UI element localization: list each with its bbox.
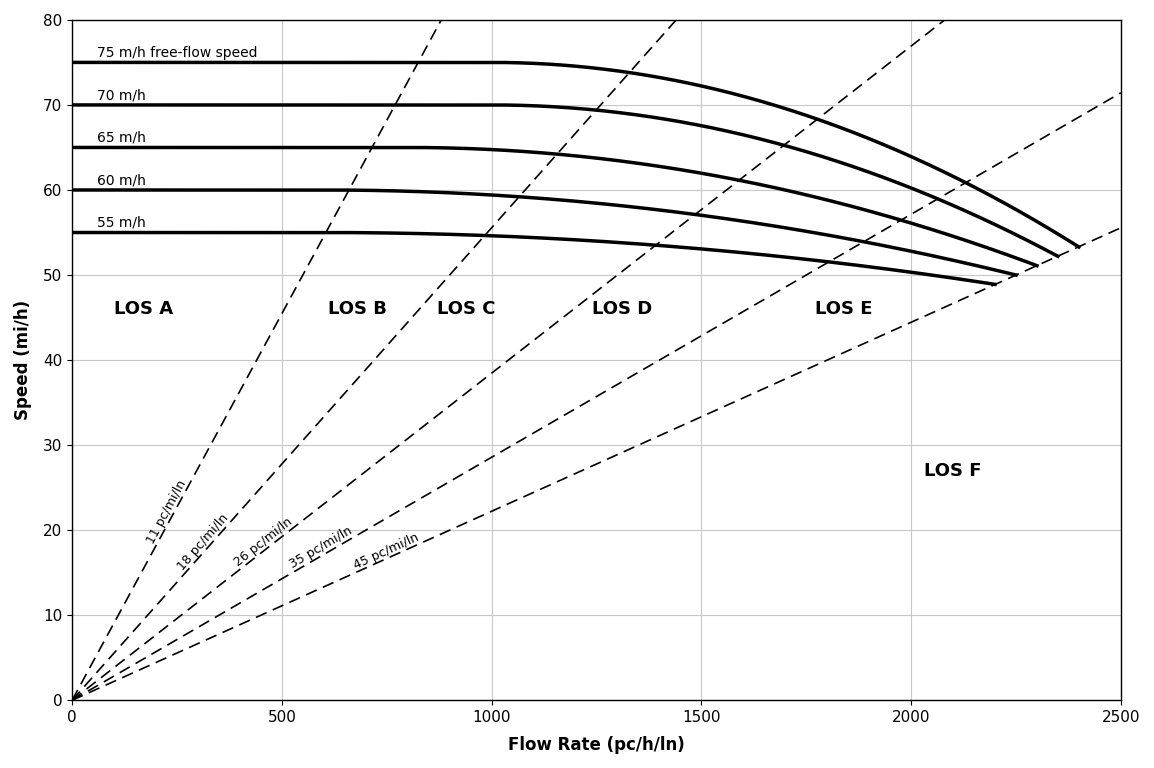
Text: 45 pc/mi/ln: 45 pc/mi/ln	[352, 531, 421, 571]
Text: LOS C: LOS C	[437, 300, 496, 318]
Text: 70 m/h: 70 m/h	[97, 88, 147, 102]
Text: 55 m/h: 55 m/h	[97, 216, 147, 230]
Text: LOS B: LOS B	[328, 300, 387, 318]
Y-axis label: Speed (mi/h): Speed (mi/h)	[14, 300, 32, 420]
Text: LOS F: LOS F	[924, 462, 982, 480]
Text: 18 pc/mi/ln: 18 pc/mi/ln	[175, 511, 232, 573]
Text: 35 pc/mi/ln: 35 pc/mi/ln	[287, 525, 355, 571]
Text: LOS D: LOS D	[592, 300, 652, 318]
Text: 65 m/h: 65 m/h	[97, 131, 147, 145]
Text: 26 pc/mi/ln: 26 pc/mi/ln	[232, 515, 294, 569]
Text: 75 m/h free-flow speed: 75 m/h free-flow speed	[97, 46, 257, 60]
X-axis label: Flow Rate (pc/h/ln): Flow Rate (pc/h/ln)	[508, 736, 684, 754]
Text: LOS E: LOS E	[815, 300, 872, 318]
Text: LOS A: LOS A	[114, 300, 173, 318]
Text: 60 m/h: 60 m/h	[97, 174, 147, 187]
Text: 11 pc/mi/ln: 11 pc/mi/ln	[144, 478, 189, 545]
